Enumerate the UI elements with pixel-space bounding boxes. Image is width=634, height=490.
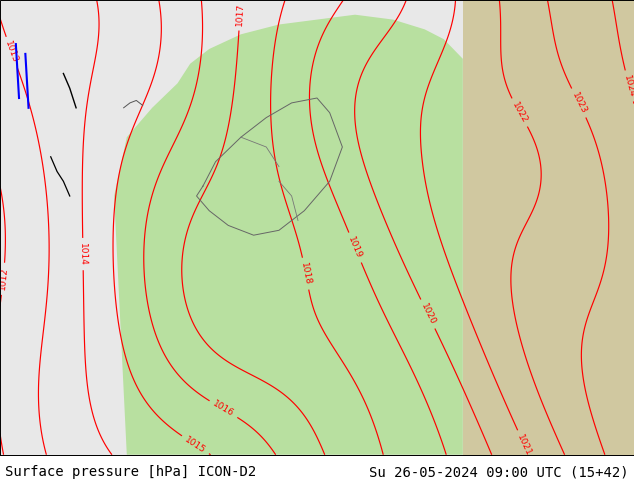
- Text: Su 26-05-2024 09:00 UTC (15+42): Su 26-05-2024 09:00 UTC (15+42): [369, 466, 629, 479]
- Text: 1016: 1016: [211, 399, 236, 419]
- Polygon shape: [114, 15, 463, 455]
- Text: 1018: 1018: [299, 262, 313, 286]
- Bar: [0, 455, 634, 490]
- Text: Surface pressure [hPa] ICON-D2: Surface pressure [hPa] ICON-D2: [5, 466, 256, 479]
- Text: 1017: 1017: [235, 2, 245, 26]
- Text: 1013: 1013: [4, 40, 20, 65]
- Text: 1022: 1022: [510, 100, 529, 124]
- Text: 1020: 1020: [419, 302, 437, 326]
- Text: 1023: 1023: [570, 91, 588, 115]
- Text: 1015: 1015: [183, 435, 207, 455]
- Text: 1014: 1014: [78, 243, 87, 266]
- Polygon shape: [463, 0, 634, 455]
- Text: 1024: 1024: [622, 74, 634, 98]
- Text: 1012: 1012: [0, 267, 9, 291]
- Text: 1019: 1019: [347, 235, 364, 260]
- Text: 1021: 1021: [515, 433, 533, 457]
